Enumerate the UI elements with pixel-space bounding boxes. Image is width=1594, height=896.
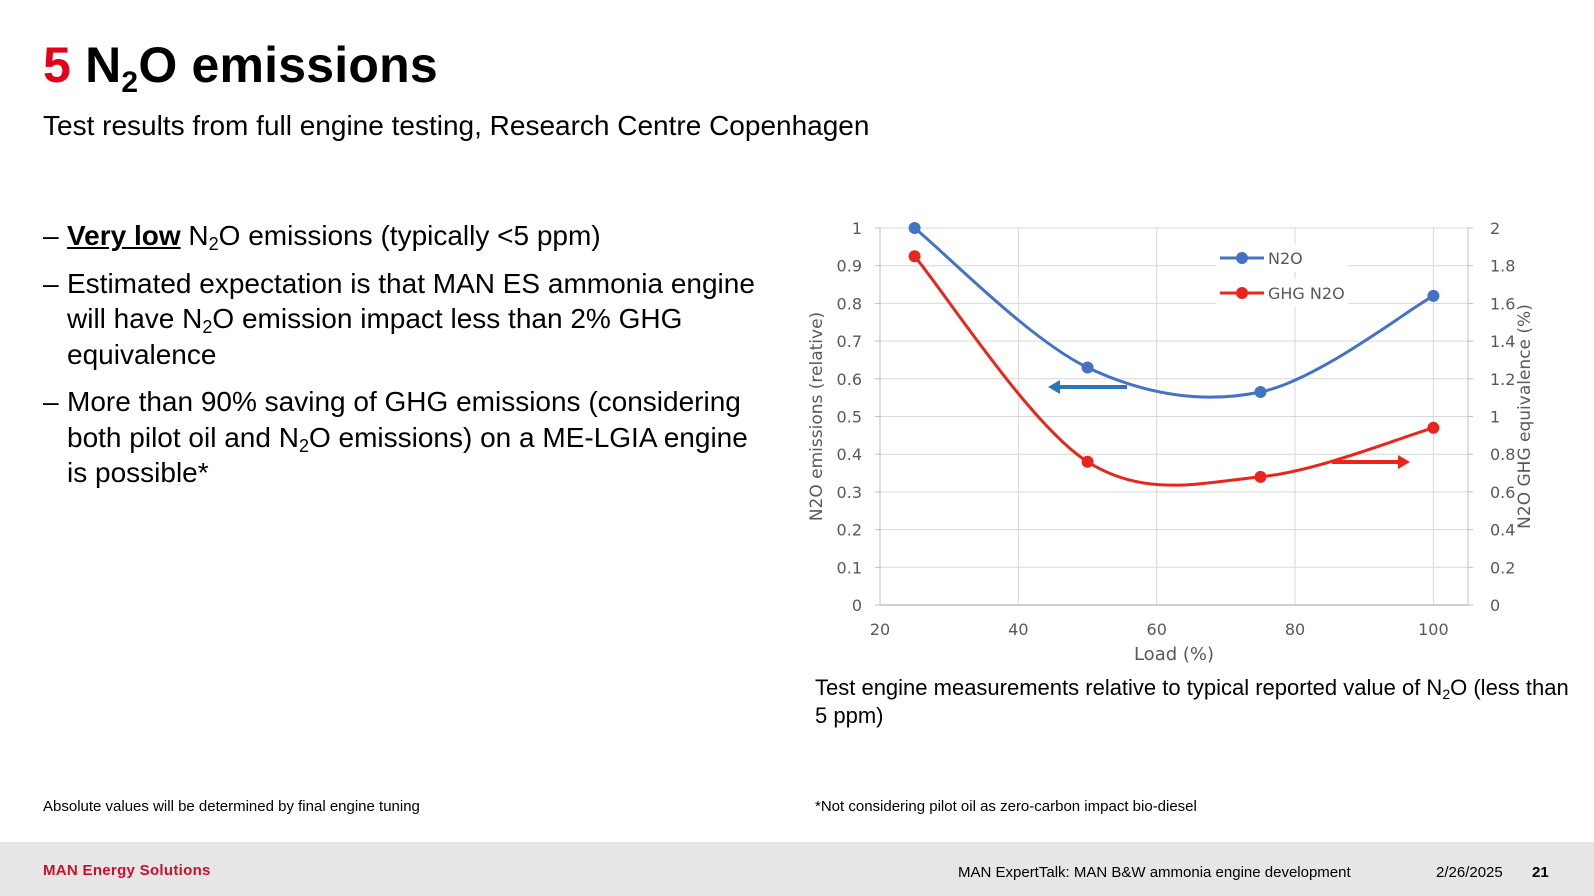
n2o-chart: 0 0.1 0.2 0.3 0.4 0.5 0.6 0.7 0.8 0.9 1 0 0.2 0.4 0.6 0… [807, 219, 1535, 665]
legend-label: N2O [1268, 249, 1303, 268]
arrow-left-icon [1048, 380, 1060, 394]
bullet-subscript: 2 [298, 435, 309, 456]
y-tick-label: 1 [852, 219, 862, 238]
y-tick-label: 0.2 [837, 521, 862, 540]
caption-subscript: 2 [1442, 686, 1451, 702]
bullet-text: N [180, 220, 209, 251]
data-point [1427, 289, 1440, 302]
footer-event: MAN ExpertTalk: MAN B&W ammonia engine d… [958, 864, 1351, 881]
x-axis-title: Load (%) [1134, 644, 1214, 665]
bullet-item: Estimated expectation is that MAN ES amm… [43, 266, 763, 373]
x-tick-label: 100 [1418, 620, 1449, 639]
footer-date: 2/26/2025 [1436, 864, 1503, 881]
y-tick-label: 0.9 [837, 257, 862, 276]
series-line-1 [913, 255, 1434, 487]
bullet-text: O emissions (typically <5 ppm) [218, 220, 601, 251]
y-axis-title: N2O emissions (relative) [807, 312, 827, 521]
legend-label: GHG N2O [1268, 284, 1345, 303]
y-tick-label: 0.5 [837, 408, 862, 427]
title-subscript: 2 [121, 66, 139, 99]
footer-bar: MAN Energy Solutions MAN ExpertTalk: MAN… [0, 842, 1594, 896]
legend-swatch-marker [1236, 252, 1248, 264]
legend-swatch-marker [1236, 287, 1248, 299]
y2-tick-label: 1.6 [1490, 294, 1515, 313]
bullet-emphasis: Very low [67, 220, 181, 251]
x-tick-label: 60 [1147, 620, 1167, 639]
caption-text: Test engine measurements relative to typ… [815, 675, 1443, 700]
y2-tick-label: 1.4 [1490, 332, 1515, 351]
data-point [1254, 470, 1267, 483]
section-number: 5 [43, 37, 72, 93]
y2-tick-label: 1.8 [1490, 257, 1515, 276]
bullet-list: Very low N2O emissions (typically <5 ppm… [43, 218, 763, 503]
bullet-text: O emission impact less than 2% GHG equiv… [67, 303, 683, 370]
slide-title: 5 N2O emissions [43, 36, 438, 100]
title-text-b: O emissions [138, 37, 438, 93]
page-number: 21 [1532, 864, 1549, 881]
y2-tick-label: 0.2 [1490, 558, 1515, 577]
y-tick-label: 0.3 [837, 483, 862, 502]
y-tick-label: 0.6 [837, 370, 862, 389]
y-tick-label: 0.1 [837, 558, 862, 577]
bullet-subscript: 2 [208, 234, 219, 254]
bullet-text: Estimated expectation is that MAN ES amm… [67, 267, 755, 335]
y2-tick-label: 0.6 [1490, 483, 1515, 502]
y2-axis-title: N2O GHG equivalence (%) [1515, 304, 1535, 529]
bullet-text: More than 90% saving of GHG emissions (c… [67, 386, 741, 453]
y-tick-label: 0.7 [837, 332, 862, 351]
data-point [1081, 361, 1094, 374]
y2-tick-label: 2 [1490, 219, 1500, 238]
x-tick-label: 80 [1285, 620, 1305, 639]
bullet-subscript: 2 [202, 317, 213, 337]
bullet-item: More than 90% saving of GHG emissions (c… [43, 384, 763, 491]
series-line-0 [913, 226, 1435, 399]
data-point [908, 250, 921, 263]
data-point [1254, 385, 1267, 398]
y-tick-label: 0 [852, 596, 862, 615]
y-tick-label: 0.8 [837, 294, 862, 313]
chart-caption: Test engine measurements relative to typ… [815, 674, 1575, 730]
y2-tick-label: 0 [1490, 596, 1500, 615]
y-tick-label: 0.4 [837, 445, 862, 464]
arrow-right-icon [1398, 455, 1410, 469]
bullet-item: Very low N2O emissions (typically <5 ppm… [43, 218, 763, 254]
y2-tick-label: 1.2 [1490, 370, 1515, 389]
bullet-text: O emissions) on a ME-LGIA engine is poss… [67, 421, 748, 489]
footnote-left: Absolute values will be determined by fi… [43, 798, 420, 815]
footnote-right: *Not considering pilot oil as zero-carbo… [815, 798, 1197, 815]
slide-subtitle: Test results from full engine testing, R… [43, 110, 870, 141]
y2-tick-label: 1 [1490, 408, 1500, 427]
data-point [1427, 421, 1440, 434]
x-tick-label: 20 [870, 620, 890, 639]
y2-tick-label: 0.8 [1490, 445, 1515, 464]
x-tick-label: 40 [1008, 620, 1028, 639]
brand-logo: MAN Energy Solutions [43, 862, 211, 879]
data-point [908, 222, 921, 234]
data-point [1081, 455, 1094, 468]
y2-tick-label: 0.4 [1490, 521, 1515, 540]
title-text-a: N [85, 37, 122, 93]
caption-text: O (less than 5 ppm) [815, 675, 1569, 728]
